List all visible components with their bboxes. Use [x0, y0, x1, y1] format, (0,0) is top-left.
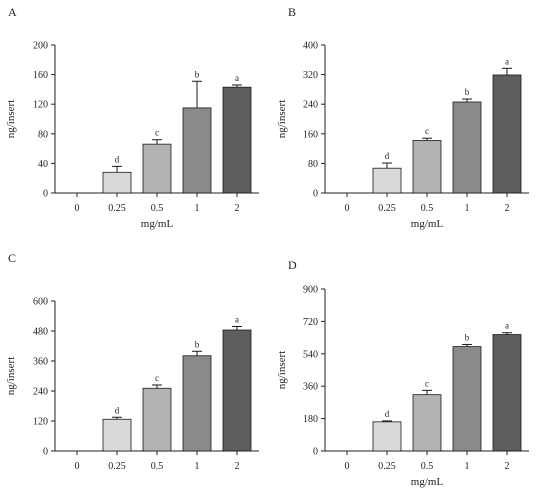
- bar: [142, 387, 172, 452]
- x-tick-label: 1: [465, 461, 470, 472]
- significance-letter: b: [465, 332, 470, 342]
- bar: [492, 334, 522, 452]
- x-tick-label: 1: [465, 203, 470, 214]
- bar: [372, 421, 402, 452]
- x-tick-label: 2: [505, 203, 510, 214]
- x-tick-label: 0: [345, 203, 350, 214]
- y-tick-label: 120: [33, 100, 48, 111]
- y-axis-title: ng/insert: [5, 100, 17, 139]
- y-axis-title: ng/insert: [276, 351, 288, 390]
- y-tick-label: 80: [38, 129, 48, 140]
- bar: [452, 346, 482, 452]
- y-tick-label: 200: [33, 41, 48, 52]
- x-axis-title: mg/mL: [411, 476, 444, 488]
- significance-letter: a: [505, 321, 509, 331]
- bar: [182, 355, 212, 452]
- significance-letter: d: [385, 151, 390, 161]
- panel-letter: D: [288, 258, 297, 272]
- y-tick-label: 360: [303, 382, 318, 393]
- bar: [372, 167, 402, 194]
- significance-letter: c: [155, 373, 159, 383]
- x-tick-label: 0.5: [421, 203, 434, 214]
- y-tick-label: 80: [308, 159, 318, 170]
- y-tick-label: 600: [33, 297, 48, 308]
- chart-panel-a: A 0 40 80 120 160 200 ng/insert 0 d 0.25 c 0.5 b 1 a 2 mg…: [5, 5, 259, 230]
- x-tick-label: 0: [75, 203, 80, 214]
- y-tick-label: 360: [33, 357, 48, 368]
- y-tick-label: 720: [303, 317, 318, 328]
- y-tick-label: 160: [33, 70, 48, 81]
- significance-letter: b: [195, 69, 200, 79]
- y-tick-label: 240: [33, 387, 48, 398]
- y-tick-label: 320: [303, 70, 318, 81]
- significance-letter: d: [115, 154, 120, 164]
- y-tick-label: 540: [303, 349, 318, 360]
- x-tick-label: 0.25: [378, 203, 396, 214]
- significance-letter: c: [425, 378, 429, 388]
- x-tick-label: 0.25: [108, 461, 126, 472]
- x-axis-title: mg/mL: [141, 218, 174, 230]
- y-tick-label: 160: [303, 129, 318, 140]
- x-tick-label: 0: [75, 461, 80, 472]
- x-axis-title: mg/mL: [411, 218, 444, 230]
- x-tick-label: 0.25: [108, 203, 126, 214]
- y-tick-label: 40: [38, 159, 48, 170]
- chart-panel-c: C 0 120 240 360 480 600 ng/insert 0 d 0.25 c 0.5 b 1 a 2: [5, 251, 259, 472]
- bar: [492, 74, 522, 194]
- significance-letter: a: [235, 315, 239, 325]
- y-tick-label: 180: [303, 414, 318, 425]
- x-tick-label: 0.5: [151, 461, 164, 472]
- y-axis-title: ng/insert: [276, 100, 288, 139]
- significance-letter: c: [425, 126, 429, 136]
- y-tick-label: 400: [303, 41, 318, 52]
- x-tick-label: 2: [505, 461, 510, 472]
- chart-panel-b: B 0 80 160 240 320 400 ng/insert 0 d 0.25 c 0.5 b 1 a 2 m…: [276, 5, 529, 230]
- significance-letter: b: [195, 339, 200, 349]
- panel-letter: B: [288, 5, 296, 19]
- bar: [222, 86, 252, 194]
- x-tick-label: 0.5: [151, 203, 164, 214]
- bar: [142, 143, 172, 194]
- significance-letter: a: [235, 73, 239, 83]
- x-tick-label: 2: [235, 203, 240, 214]
- panel-letter: A: [8, 5, 17, 19]
- significance-letter: c: [155, 128, 159, 138]
- y-tick-label: 900: [303, 285, 318, 296]
- significance-letter: d: [385, 409, 390, 419]
- bar: [412, 140, 442, 194]
- significance-letter: b: [465, 87, 470, 97]
- bar: [102, 418, 132, 452]
- x-tick-label: 0.5: [421, 461, 434, 472]
- x-tick-label: 0: [345, 461, 350, 472]
- bar: [222, 329, 252, 452]
- significance-letter: d: [115, 405, 120, 415]
- x-tick-label: 1: [195, 461, 200, 472]
- y-tick-label: 0: [43, 189, 48, 200]
- y-tick-label: 0: [43, 447, 48, 458]
- panel-letter: C: [8, 251, 16, 265]
- y-tick-label: 0: [313, 447, 318, 458]
- chart-panel-d: D 0 180 360 540 720 900 ng/insert 0 d 0.25 c 0.5 b 1 a 2…: [276, 258, 529, 488]
- x-tick-label: 0.25: [378, 461, 396, 472]
- y-axis-title: ng/insert: [5, 357, 17, 396]
- y-tick-label: 240: [303, 100, 318, 111]
- x-tick-label: 1: [195, 203, 200, 214]
- y-tick-label: 120: [33, 417, 48, 428]
- bar: [452, 101, 482, 194]
- significance-letter: a: [505, 56, 509, 66]
- x-tick-label: 2: [235, 461, 240, 472]
- bar: [182, 107, 212, 194]
- y-tick-label: 480: [33, 327, 48, 338]
- bar: [102, 171, 132, 194]
- bar: [412, 394, 442, 452]
- y-tick-label: 0: [313, 189, 318, 200]
